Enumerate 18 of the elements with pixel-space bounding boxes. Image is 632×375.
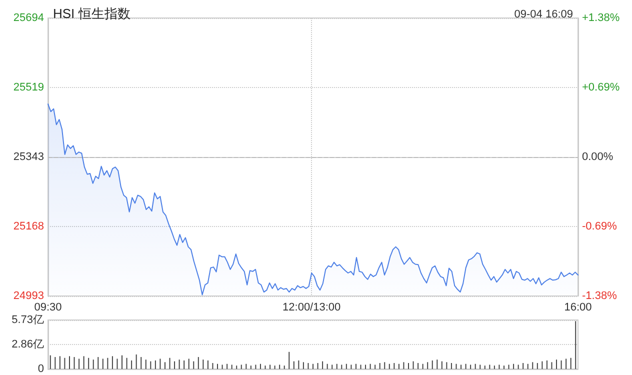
chart-title: HSI 恒生指数 (53, 6, 130, 21)
x-tick-label: 12:00/13:00 (282, 302, 341, 314)
y-tick-label: 24993 (13, 290, 44, 302)
x-tick-label: 09:30 (34, 302, 62, 314)
x-tick-label: 16:00 (564, 302, 592, 314)
y-tick-label: 2.86亿 (12, 338, 44, 351)
y2-tick-label: 0.00% (582, 151, 614, 163)
y-tick-label: 0 (38, 363, 44, 375)
y2-tick-label: +0.69% (582, 82, 620, 94)
y2-tick-label: +1.38% (582, 12, 620, 24)
y2-tick-label: -1.38% (582, 290, 618, 302)
y-tick-label: 25168 (13, 220, 44, 233)
y-tick-label: 25519 (13, 81, 44, 94)
chart-subtitle: 09-04 16:09 (514, 8, 573, 20)
y-tick-label: 25343 (13, 151, 44, 164)
y-tick-label: 5.73亿 (12, 314, 44, 326)
y2-tick-label: -0.69% (582, 220, 618, 232)
y-tick-label: 25694 (13, 12, 44, 24)
